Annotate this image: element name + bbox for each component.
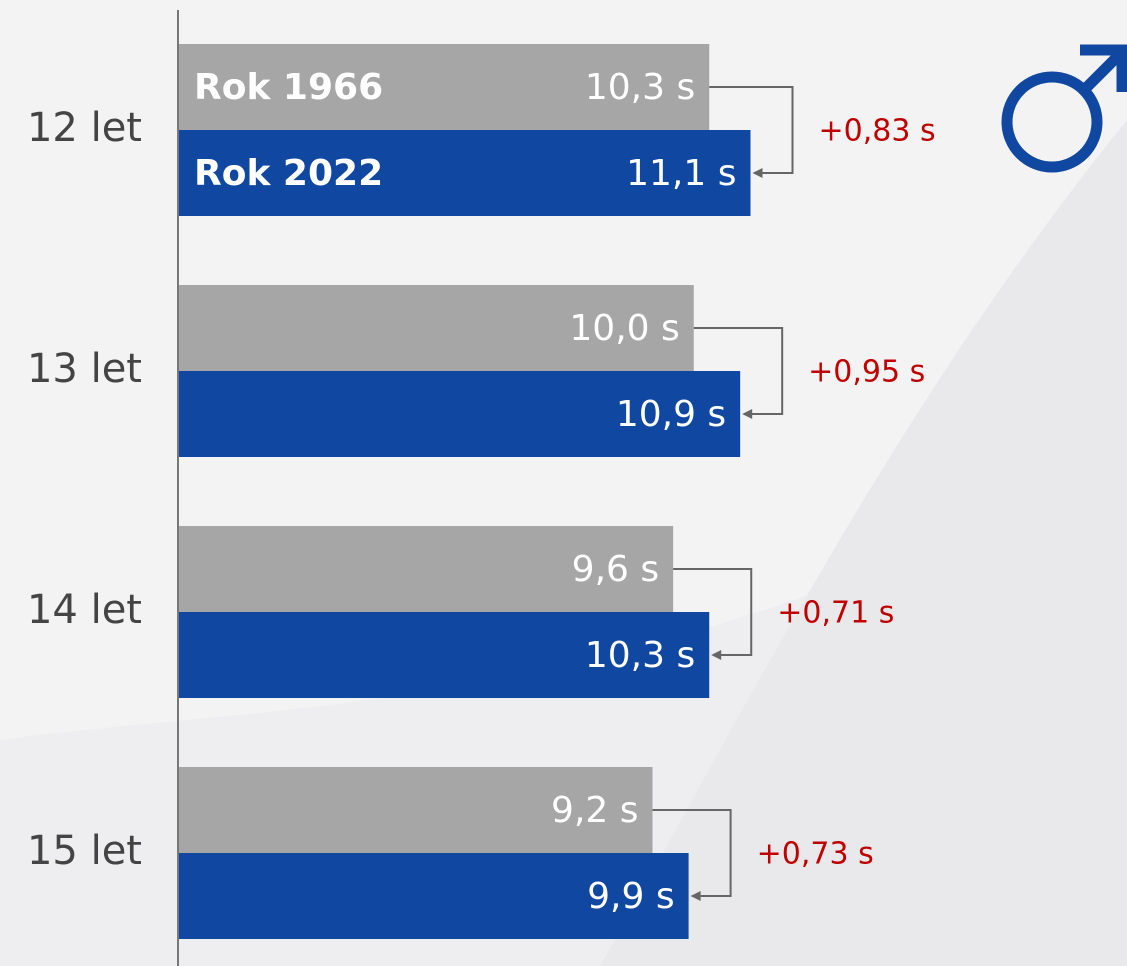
bar [179,526,674,612]
value-label: 9,9 s [587,876,674,917]
bar [179,44,710,130]
value-label: 10,0 s [569,308,679,349]
bracket-arrow [752,168,763,178]
male-symbol [1001,44,1127,173]
bar [179,371,741,457]
category-label: 12 let [27,105,142,151]
bar [179,130,751,216]
background-wave [600,120,1127,966]
bracket-arrow [711,650,722,660]
bracket [652,809,732,897]
value-label: 10,9 s [616,394,726,435]
bracket-arrow [690,891,701,901]
bar [179,612,710,698]
annotation: +0,71 s [777,596,894,631]
value-label: 9,6 s [572,549,659,590]
value-label: 9,2 s [551,790,638,831]
bracket [709,86,794,174]
annotation: +0,73 s [757,837,874,872]
category-label: 14 let [27,587,142,633]
bar [179,285,694,371]
bar [179,767,653,853]
annotation: +0,95 s [808,355,925,390]
legend-label: Rok 2022 [194,153,383,194]
category-label: 13 let [27,346,142,392]
legend-label: Rok 1966 [194,67,383,108]
value-label: 11,1 s [626,153,736,194]
category-label: 15 let [27,828,142,874]
value-label: 10,3 s [585,67,695,108]
bracket [693,327,784,415]
bracket-arrow [742,409,753,419]
value-label: 10,3 s [585,635,695,676]
annotation: +0,83 s [818,114,935,149]
bar [179,853,689,939]
bracket [673,568,753,656]
